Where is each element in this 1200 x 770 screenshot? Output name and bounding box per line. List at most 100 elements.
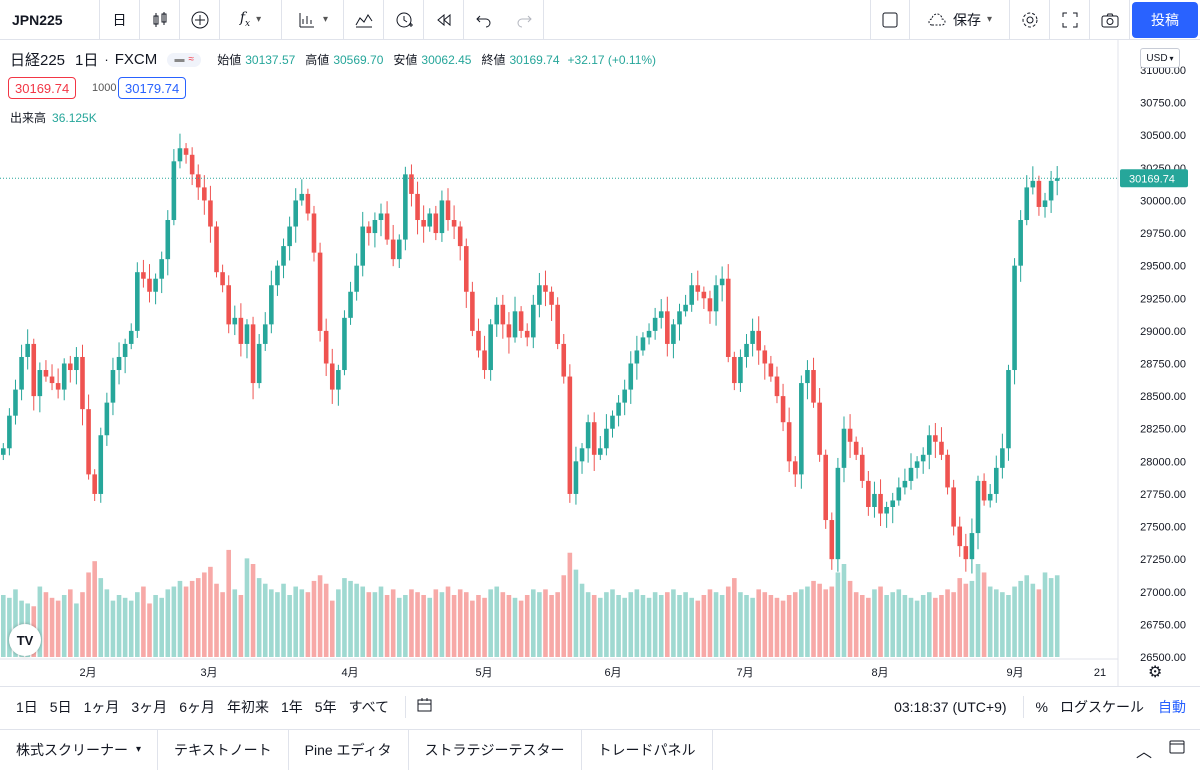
volume-bar (725, 586, 731, 657)
tab-strategy-tester[interactable]: ストラテジーテスター (409, 729, 582, 770)
publish-button[interactable]: 投稿 (1132, 1, 1198, 38)
candle (689, 272, 694, 312)
time-tick-label: 21 (1094, 667, 1106, 679)
volume-bar (226, 549, 231, 657)
candle (31, 338, 37, 411)
layout-button[interactable]: ▾ (282, 0, 344, 40)
volume-bar (896, 589, 902, 657)
market-status-pill[interactable]: ▬ ≈ (167, 52, 202, 67)
legend-symbol-name[interactable]: 日経225 (10, 52, 66, 69)
auto-scale-toggle[interactable]: 自動 (1158, 698, 1186, 715)
range-5d[interactable]: 5日 (49, 698, 72, 715)
candle (445, 188, 451, 231)
volume-bar (74, 603, 79, 657)
volume-bar (171, 586, 177, 657)
tab-pine-editor[interactable]: Pine エディタ (289, 729, 409, 770)
redo-icon[interactable] (504, 0, 544, 40)
candle (1024, 175, 1030, 226)
volume-bar (409, 589, 414, 657)
candle (908, 453, 914, 490)
price-tick-label: 27250.00 (1140, 554, 1186, 566)
indicators-button[interactable]: fx ▾ (220, 0, 282, 40)
range-5y[interactable]: 5年 (314, 698, 337, 715)
tab-text-notes[interactable]: テキストノート (158, 729, 289, 770)
interval-button[interactable]: 日 (100, 0, 140, 40)
undo-icon[interactable] (464, 0, 504, 40)
volume-label[interactable]: 出来高 (10, 111, 47, 125)
maximize-panel-icon[interactable] (1168, 738, 1186, 762)
settings-gear-icon[interactable] (1010, 0, 1050, 40)
date-range-calendar-icon[interactable] (416, 696, 434, 717)
volume-bar (969, 580, 975, 657)
camera-icon[interactable] (1090, 0, 1130, 40)
symbol-search[interactable]: JPN225 (0, 0, 100, 40)
save-button[interactable]: 保存 ▾ (910, 0, 1010, 40)
currency-select[interactable]: USD ▾ (1140, 48, 1180, 68)
candle (153, 273, 158, 305)
range-3m[interactable]: 3ヶ月 (131, 698, 168, 715)
sell-button[interactable]: 30169.74 (8, 77, 77, 99)
volume-bar (926, 592, 932, 657)
candle-style-icon[interactable] (140, 0, 180, 40)
range-ytd[interactable]: 年初来 (226, 698, 269, 715)
time-tick-label: 4月 (341, 667, 358, 679)
volume-bar (49, 597, 55, 657)
order-quantity[interactable]: 1000 (86, 77, 123, 99)
candle (799, 375, 804, 489)
volume-bar (183, 586, 189, 657)
chevron-up-icon[interactable]: ︿ (1135, 743, 1152, 761)
chevron-down-icon: ▾ (136, 744, 142, 755)
volume-bar (202, 572, 207, 657)
alert-add-icon[interactable] (384, 0, 424, 40)
candle (738, 349, 743, 392)
last-price-label: 30169.74 (1129, 173, 1175, 185)
candle (378, 203, 384, 237)
candle (665, 296, 670, 357)
candle (1054, 166, 1060, 196)
candle (610, 410, 615, 438)
candle (238, 303, 244, 357)
volume-bar (920, 595, 926, 657)
volume-bar (116, 595, 122, 657)
price-tick-label: 30000.00 (1140, 195, 1186, 207)
range-1d[interactable]: 1日 (16, 698, 38, 715)
candle (634, 335, 640, 380)
volume-bar (884, 595, 889, 657)
volume-bar (616, 595, 621, 657)
candle (421, 205, 426, 243)
fullscreen-select-icon[interactable] (870, 0, 910, 40)
tab-trading-panel[interactable]: トレードパネル (582, 729, 713, 770)
fullscreen-icon[interactable] (1050, 0, 1090, 40)
volume-bar (13, 589, 18, 657)
volume-bar (342, 578, 347, 657)
candle (993, 455, 999, 503)
buy-button[interactable]: 30179.74 (118, 77, 187, 99)
axis-settings-gear-icon[interactable]: ⚙ (1148, 664, 1163, 681)
percent-toggle[interactable]: % (1035, 698, 1048, 715)
candle (713, 275, 719, 326)
replay-icon[interactable] (344, 0, 384, 40)
log-scale-toggle[interactable]: ログスケール (1060, 698, 1144, 715)
range-1y[interactable]: 1年 (280, 698, 303, 715)
rewind-icon[interactable] (424, 0, 464, 40)
range-1m[interactable]: 1ヶ月 (83, 698, 120, 715)
clock-time[interactable]: 03:18:37 (UTC+9) (894, 698, 1007, 715)
candle (244, 319, 250, 359)
tab-stock-screener[interactable]: 株式スクリーナー ▾ (0, 729, 159, 770)
volume-bar (567, 552, 573, 657)
volume-bar (732, 578, 737, 657)
candle (13, 379, 18, 425)
range-6m[interactable]: 6ヶ月 (179, 698, 215, 715)
tradingview-logo-icon[interactable]: TV (9, 624, 41, 656)
candle (141, 259, 146, 288)
range-all[interactable]: すべて (348, 698, 390, 715)
compare-add-icon[interactable] (180, 0, 220, 40)
volume-bar (658, 595, 664, 657)
volume-bar (104, 589, 110, 657)
volume-bar (500, 592, 506, 657)
volume-bar (512, 597, 518, 657)
volume-bar (872, 589, 877, 657)
price-chart[interactable]: 31000.0030750.0030500.0030250.0030000.00… (0, 40, 1200, 686)
volume-bar (738, 592, 743, 657)
volume-bar (543, 589, 548, 657)
